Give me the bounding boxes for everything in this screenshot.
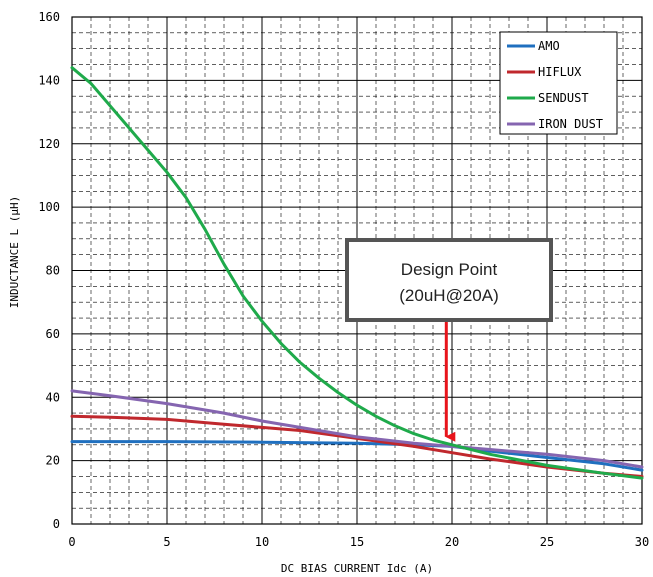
x-axis-label: DC BIAS CURRENT Idc (A) [281, 562, 433, 575]
y-tick-label: 20 [46, 454, 60, 468]
x-tick-label: 25 [540, 535, 554, 549]
x-tick-label: 10 [255, 535, 269, 549]
y-axis-label: INDUCTANCE L (μH) [8, 196, 21, 309]
annotation-line-2: (20uH@20A) [399, 286, 498, 305]
y-tick-label: 0 [53, 517, 60, 531]
y-tick-label: 100 [38, 200, 60, 214]
y-tick-label: 80 [46, 264, 60, 278]
y-tick-label: 120 [38, 137, 60, 151]
y-tick-label: 60 [46, 327, 60, 341]
series-lines [70, 66, 644, 480]
x-axis-tick-labels: 0 5 10 15 20 25 30 [68, 535, 649, 549]
legend-box [499, 31, 618, 135]
annotation-box [345, 238, 553, 322]
design-point-annotation: Design Point (20uH@20A) [345, 238, 553, 442]
y-tick-label: 40 [46, 390, 60, 404]
legend-label: SENDUST [538, 91, 589, 105]
x-tick-label: 30 [635, 535, 649, 549]
legend-label: AMO [538, 39, 560, 53]
x-tick-label: 0 [68, 535, 75, 549]
series-line-iron-dust [70, 389, 644, 469]
x-tick-label: 20 [445, 535, 459, 549]
y-tick-label: 140 [38, 73, 60, 87]
x-tick-label: 5 [163, 535, 170, 549]
legend-label: IRON DUST [538, 117, 603, 131]
series-line-sendust [70, 66, 644, 480]
legend: AMO HIFLUX SENDUST IRON DUST [499, 31, 618, 135]
y-tick-label: 160 [38, 10, 60, 24]
legend-label: HIFLUX [538, 65, 582, 79]
annotation-line-1: Design Point [401, 260, 498, 279]
y-axis-tick-labels: 0 20 40 60 80 100 120 140 160 [38, 10, 60, 531]
x-tick-label: 15 [350, 535, 364, 549]
plot-area-frame [71, 16, 643, 525]
